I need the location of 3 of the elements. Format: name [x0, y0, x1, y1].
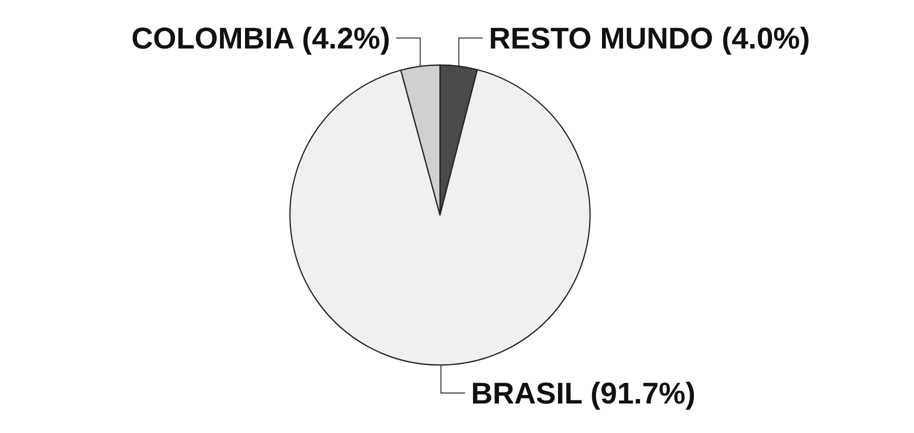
- slice-label: RESTO MUNDO (4.0%): [488, 22, 810, 56]
- slice-label: BRASIL (91.7%): [470, 378, 696, 410]
- slice-label: COLOMBIA (4.2%): [131, 22, 390, 56]
